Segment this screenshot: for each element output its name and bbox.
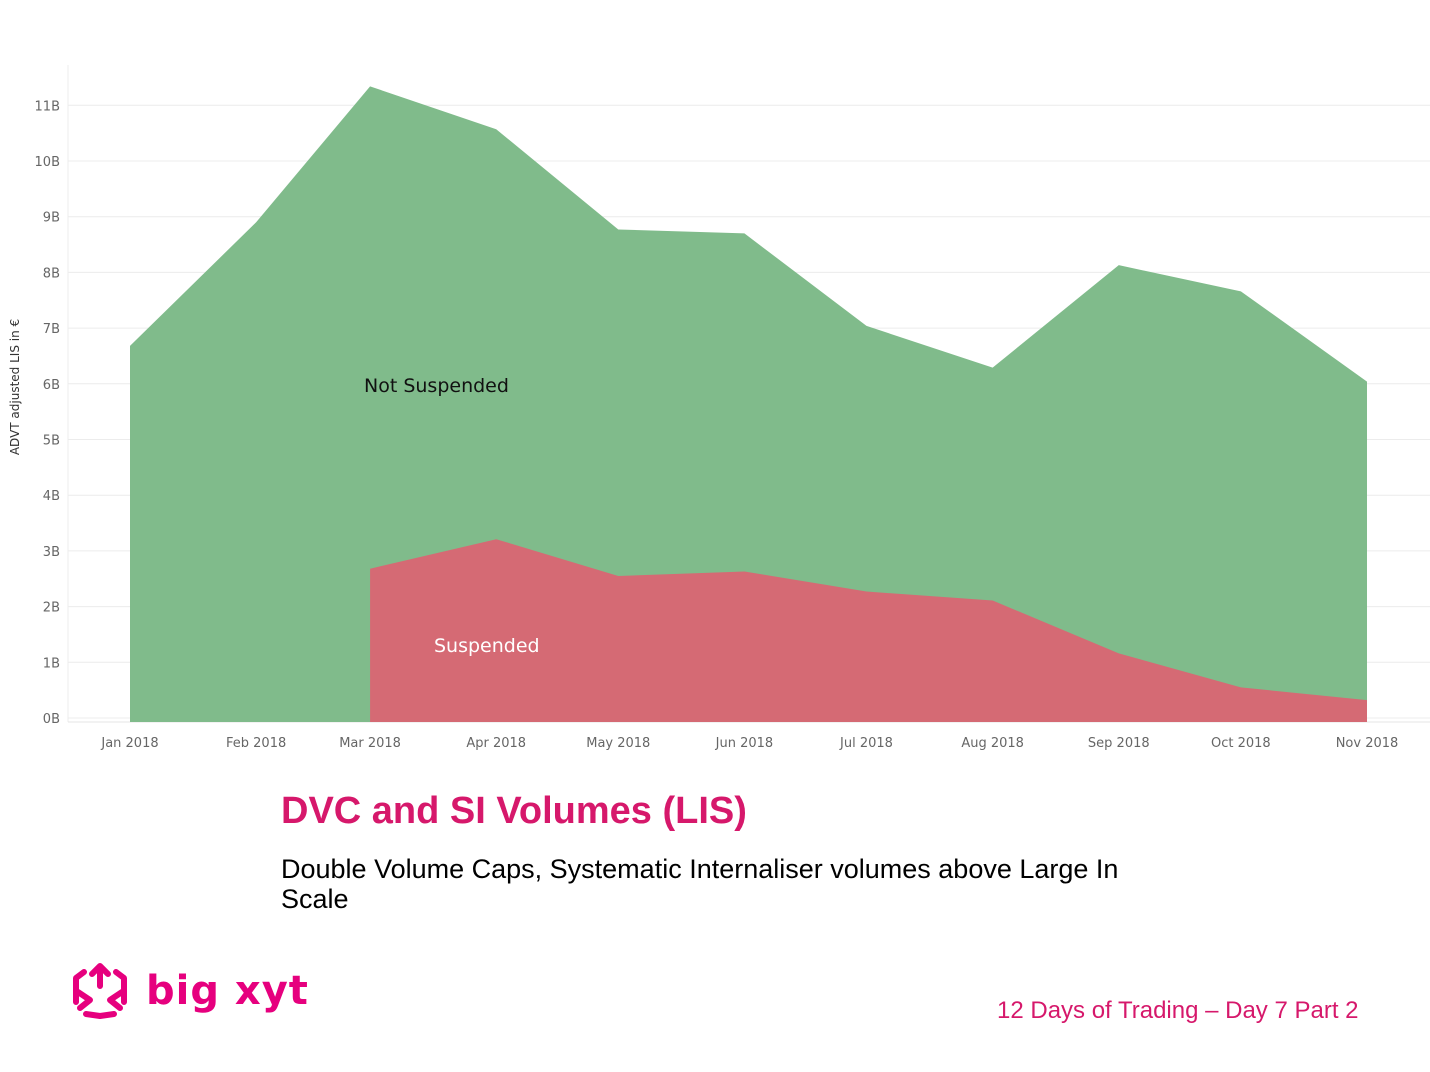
annotation-not-suspended: Not Suspended <box>364 375 509 397</box>
area-suspended <box>370 539 1367 722</box>
x-tick-label: Nov 2018 <box>1336 736 1399 751</box>
y-tick-label: 5B <box>43 434 60 449</box>
logo-text: big xyt <box>146 968 309 1014</box>
y-tick-label: 11B <box>35 99 60 114</box>
y-tick-label: 0B <box>43 712 60 727</box>
slide-subtitle: Double Volume Caps, Systematic Internali… <box>281 854 1119 914</box>
y-tick-label: 6B <box>43 378 60 393</box>
x-tick-label: Oct 2018 <box>1211 736 1271 751</box>
y-tick-label: 4B <box>43 489 60 504</box>
y-tick-label: 1B <box>43 656 60 671</box>
x-tick-label: Jul 2018 <box>839 736 893 751</box>
x-tick-label: Feb 2018 <box>226 736 286 751</box>
x-tick-label: Aug 2018 <box>961 736 1024 751</box>
y-tick-label: 9B <box>43 211 60 226</box>
x-tick-label: Jan 2018 <box>100 736 158 751</box>
x-tick-label: May 2018 <box>586 736 650 751</box>
x-tick-label: Jun 2018 <box>715 736 774 751</box>
cube-arrows-icon <box>73 963 127 1019</box>
y-tick-label: 8B <box>43 266 60 281</box>
x-tick-label: Apr 2018 <box>466 736 526 751</box>
big-xyt-logo: big xyt <box>72 962 309 1020</box>
y-tick-label: 2B <box>43 601 60 616</box>
y-tick-label: 10B <box>35 155 60 170</box>
area-chart: 0B 1B 2B 3B 4B 5B 6B 7B 8B 9B 10B 11B Jan 2018 Feb 2… <box>8 65 1430 751</box>
x-tick-label: Sep 2018 <box>1088 736 1150 751</box>
y-tick-label: 7B <box>43 322 60 337</box>
y-axis-label: ADVT adjusted LIS in € <box>8 319 22 455</box>
y-tick-label: 3B <box>43 545 60 560</box>
x-tick-label: Mar 2018 <box>339 736 401 751</box>
slide-title: DVC and SI Volumes (LIS) <box>281 790 747 832</box>
annotation-suspended: Suspended <box>434 635 540 657</box>
footer-text: 12 Days of Trading – Day 7 Part 2 <box>997 997 1359 1024</box>
